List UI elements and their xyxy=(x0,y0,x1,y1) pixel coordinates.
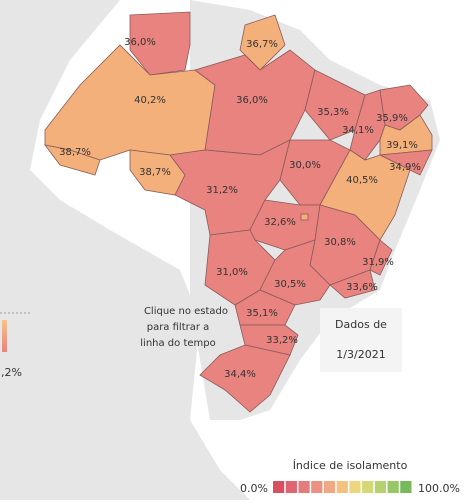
land xyxy=(0,0,250,500)
state-label: 40,5% xyxy=(346,175,378,186)
state-label: 31,9% xyxy=(362,257,394,268)
state-label: 30,0% xyxy=(289,160,321,171)
legend-swatch xyxy=(273,481,285,493)
state-label: 38,7% xyxy=(139,167,171,178)
state-label: 31,2% xyxy=(206,185,238,196)
state-label: 33,6% xyxy=(346,282,378,293)
legend-swatch xyxy=(362,481,374,493)
state-label: 39,1% xyxy=(386,140,418,151)
legend-swatch xyxy=(298,481,310,493)
state-label: 38,7% xyxy=(59,147,91,158)
state[interactable] xyxy=(199,344,291,413)
state-label: 36,0% xyxy=(124,37,156,48)
state[interactable] xyxy=(239,14,286,71)
state-label: 30,5% xyxy=(274,279,306,290)
hint-line: linha do tempo xyxy=(140,338,215,349)
legend-swatch xyxy=(349,481,361,493)
legend-swatch xyxy=(336,481,348,493)
state[interactable] xyxy=(129,11,191,76)
legend-swatch xyxy=(374,481,387,493)
state[interactable] xyxy=(329,269,376,299)
hint-line: para filtrar a xyxy=(147,322,210,333)
legend-min: 0.0% xyxy=(240,482,268,495)
legend-swatch xyxy=(311,481,323,493)
state[interactable] xyxy=(369,239,393,276)
state[interactable] xyxy=(234,289,296,326)
date-text: 1/3/2021 xyxy=(336,348,385,361)
gradient-bar xyxy=(2,320,7,352)
state[interactable] xyxy=(239,324,299,356)
state[interactable] xyxy=(379,114,433,156)
state-label: 34,4% xyxy=(224,369,256,380)
legend-swatch xyxy=(387,481,399,493)
state-label: 35,9% xyxy=(376,113,408,124)
date-box xyxy=(320,308,402,372)
state[interactable] xyxy=(44,44,216,161)
state-label: 35,3% xyxy=(317,107,349,118)
state-label: 34,9% xyxy=(389,162,421,173)
date-text: Dados de xyxy=(335,318,387,331)
legend-title: Índice de isolamento xyxy=(293,459,408,472)
state[interactable] xyxy=(44,144,101,176)
state-label: 33,2% xyxy=(266,335,298,346)
state-label: 36,0% xyxy=(236,95,268,106)
state-label: 40,2% xyxy=(134,95,166,106)
legend-swatch xyxy=(400,481,412,493)
legend-swatch xyxy=(323,481,336,493)
state[interactable] xyxy=(300,213,309,221)
state-label: 32,6% xyxy=(264,217,296,228)
legend-swatch xyxy=(285,481,297,493)
state-label: 34,1% xyxy=(342,125,374,136)
state-label: 30,8% xyxy=(324,237,356,248)
side-label: ,2% xyxy=(1,366,22,379)
state-label: 36,7% xyxy=(246,39,278,50)
legend-max: 100.0% xyxy=(418,482,460,495)
state-label: 31,0% xyxy=(216,267,248,278)
hint-line: Clique no estado xyxy=(144,306,228,317)
state-label: 35,1% xyxy=(246,308,278,319)
